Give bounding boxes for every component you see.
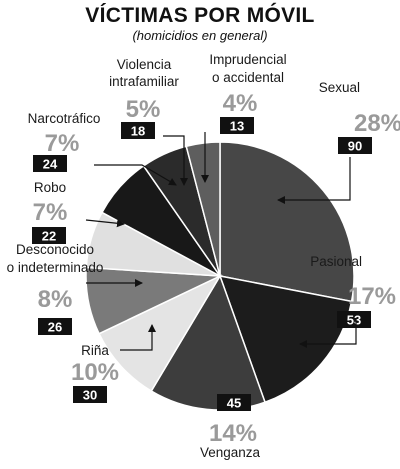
slice-label-desconocido-o-indeterminado: Desconocido o indeterminado <box>7 242 104 275</box>
count-box-robo <box>32 227 66 244</box>
pie-slice-venganza <box>150 274 266 411</box>
slice-percent-robo: 7% <box>33 199 68 226</box>
slice-count-narcotr-fico: 24 <box>43 157 58 172</box>
slice-label-ri-a: Riña <box>81 343 109 358</box>
count-box-narcotr-fico <box>33 155 67 172</box>
count-box-violencia-intrafamiliar <box>121 122 155 139</box>
slice-label-narcotr-fico: Narcotráfico <box>28 111 101 126</box>
slice-percent-imprudencial-o-accidental: 4% <box>223 90 258 117</box>
slice-count-violencia-intrafamiliar: 18 <box>131 124 145 139</box>
slice-count-pasional: 53 <box>347 313 361 328</box>
leader-line-violencia-intrafamiliar <box>163 135 188 186</box>
slice-percent-sexual: 28% <box>354 110 400 137</box>
count-box-desconocido-o-indeterminado <box>38 318 72 335</box>
slice-count-venganza: 45 <box>227 396 241 411</box>
pie-slice-ri-a <box>98 274 222 393</box>
slice-count-ri-a: 30 <box>83 388 97 403</box>
slice-label-violencia-intrafamiliar: Violencia intrafamiliar <box>109 57 179 89</box>
slice-label-pasional: Pasional <box>310 254 362 269</box>
slice-percent-ri-a: 10% <box>71 359 119 386</box>
slice-percent-venganza: 14% <box>209 420 257 447</box>
slice-percent-narcotr-fico: 7% <box>45 130 80 157</box>
slice-label-venganza: Venganza <box>200 445 261 460</box>
leader-line-pasional <box>299 318 357 348</box>
slice-percent-desconocido-o-indeterminado: 8% <box>38 286 73 313</box>
slice-percent-violencia-intrafamiliar: 5% <box>126 96 161 123</box>
count-box-pasional <box>337 311 371 328</box>
chart-title: VÍCTIMAS POR MÓVIL <box>85 4 315 27</box>
leader-line-sexual <box>277 157 351 204</box>
leader-line-narcotr-fico <box>94 164 177 186</box>
pie-slice-imprudencial-o-accidental <box>185 141 221 277</box>
chart-subtitle: (homicidios en general) <box>132 28 268 43</box>
count-box-imprudencial-o-accidental <box>220 117 254 134</box>
slice-count-robo: 22 <box>42 229 56 244</box>
slice-label-sexual: Sexual <box>319 80 360 95</box>
count-box-ri-a <box>73 386 107 403</box>
slice-count-imprudencial-o-accidental: 13 <box>230 119 244 134</box>
slice-percent-pasional: 17% <box>348 283 396 310</box>
slice-count-sexual: 90 <box>348 139 362 154</box>
pie-slice-sexual <box>219 141 355 303</box>
slice-label-robo: Robo <box>34 180 66 195</box>
slice-count-desconocido-o-indeterminado: 26 <box>48 320 62 335</box>
leader-line-ri-a <box>120 324 156 351</box>
count-box-sexual <box>338 137 372 154</box>
count-box-venganza <box>217 394 251 411</box>
leader-line-robo <box>85 219 125 228</box>
slice-label-imprudencial-o-accidental: Imprudencial o accidental <box>209 52 286 85</box>
